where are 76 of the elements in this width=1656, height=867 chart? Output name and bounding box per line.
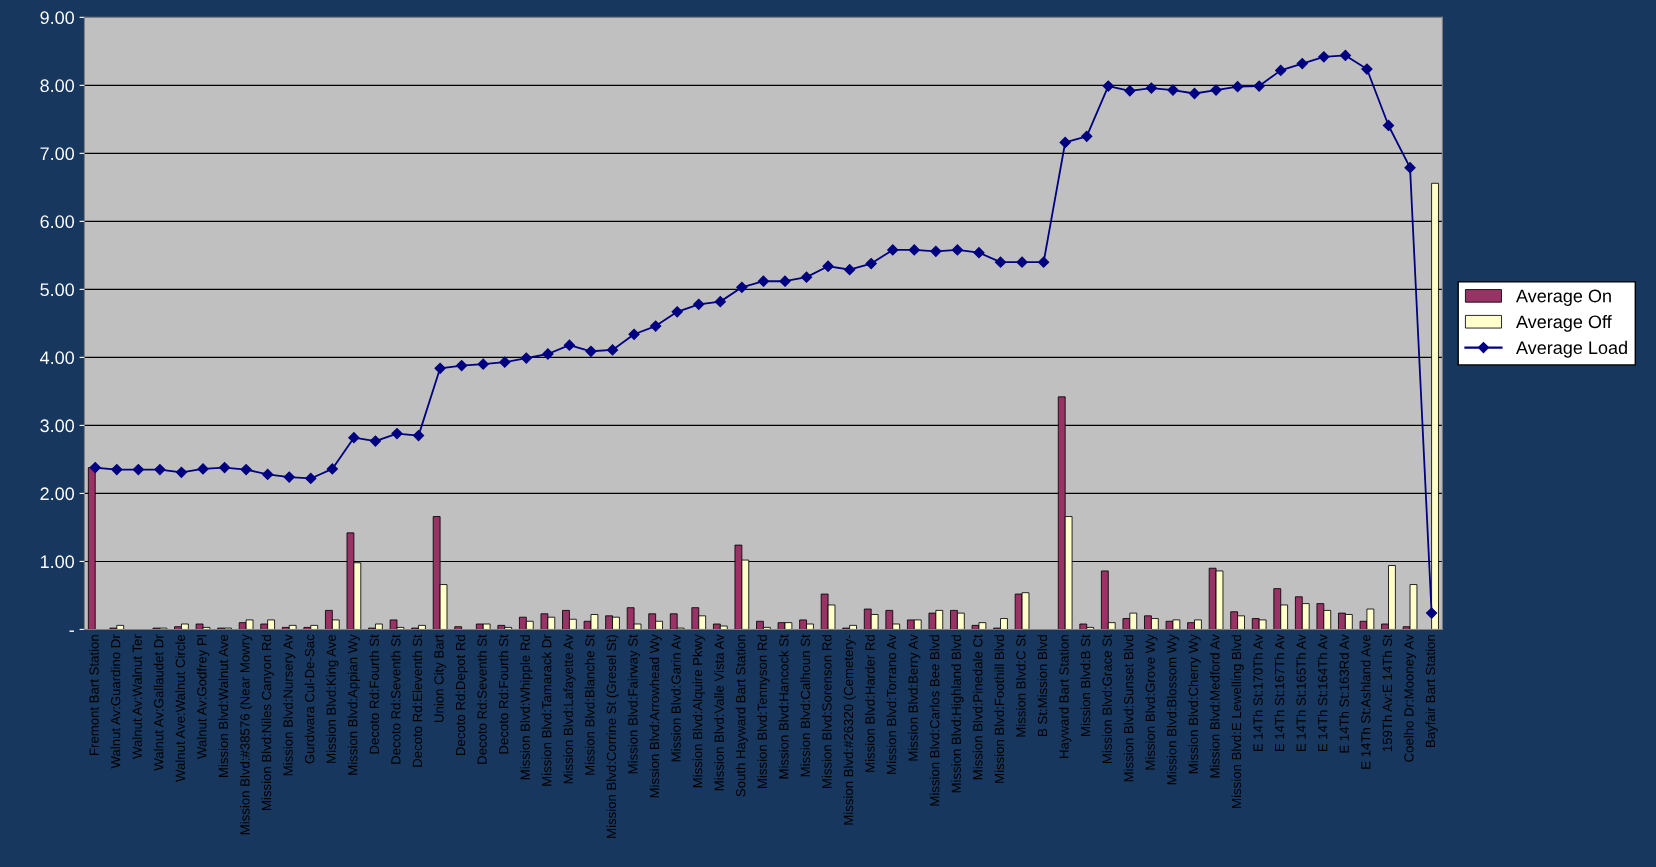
x-tick-label: Mission Blvd:Fairway St [627,634,641,774]
x-tick-label: Mission Blvd:King Ave [326,634,339,763]
y-tick-label: 2.00 [40,487,75,501]
x-tick-label: Decoto Rd:Fourth St [498,634,509,754]
y-tick-label: 8.00 [40,79,75,93]
x-tick-label: Mission Blvd:Harder Rd [865,635,875,772]
x-tick-label: Mission Blvd:Valle Vista Av [714,634,724,791]
x-tick-label: Decoto Rd:Fourth St [369,634,379,754]
x-tick-label: Union City Bart [433,634,447,723]
x-tick-label: Mission Blvd:Walnut Ave [218,634,229,777]
y-tick-label: 3.00 [40,419,75,433]
x-tick-label: Coelho Dr:Mooney Av [1403,634,1417,762]
x-tick-label: Mission Blvd:Arrowhead Wy [649,634,662,798]
x-tick-label: Walnut Av:Walnut Ter [132,634,142,759]
x-tick-label: E 14Th St:164Th Av [1317,634,1328,752]
x-tick-label: Bayfair Bart Station [1425,635,1438,747]
legend-label: Average On [1516,289,1611,306]
x-tick-label: E 14Th St:170Th Av [1253,634,1263,752]
x-tick-label: Mission Blvd:Highland Blvd [951,635,964,793]
x-tick-label: Mission Blvd:Sorenson Rd [821,635,832,788]
x-tick-label: Mission Blvd:Tennyson Rd [757,635,770,788]
x-tick-label: Mission Blvd:Torrano Av [886,634,897,774]
x-tick-label: Mission Blvd:Grace St [1102,634,1112,763]
x-tick-label: Mission Blvd:Corrine St (Gresel St) [606,635,619,838]
x-tick-label: Mission Blvd:Carlos Bee Blvd [929,635,940,806]
x-tick-label: Mission Blvd:Calhoun St [800,634,811,777]
x-tick-label: Decoto Rd:Depot Rd [455,635,468,755]
x-tick-label: Walnut Ave:Walnut Circle [175,634,185,782]
x-tick-label: Mission Blvd:Lafayette Av [563,634,576,784]
x-tick-label: Mission Blvd:Grove Wy [1145,634,1158,770]
x-tick-label: Mission Blvd:Blanche St [584,634,595,775]
x-tick-label: Mission Blvd:Berry Av [908,634,921,761]
y-tick-label: 5.00 [40,283,75,297]
y-tick-label: 6.00 [40,215,75,229]
y-tick-label: 9.00 [40,11,75,25]
x-tick-label: Mission Blvd:Alquire Pkwy [692,634,705,788]
x-tick-label: B St:Mission Blvd [1037,635,1048,736]
x-tick-label: Mission Blvd:Whipple Rd [520,635,533,780]
legend-label: Average Off [1516,315,1612,332]
x-tick-label: E 14Th St:163Rd Av [1339,634,1349,753]
x-tick-label: Walnut Av:Godfrey Pl [196,635,210,759]
x-tick-label: South Hayward Bart Station [735,635,749,797]
x-tick-label: Mission Blvd:Tamarack Dr [541,634,552,786]
x-tick-label: Mission Blvd:#38576 (Near Mowry [239,634,253,835]
x-tick-label: Gurdwara Cul-De-Sac [304,634,315,764]
y-tick-label: 1.00 [40,555,75,569]
x-tick-label: Fremont Bart Station [89,635,99,755]
x-tick-label: Walnut Av:Gallaudet Dr [153,634,164,771]
x-tick-label: Decoto Rd:Seventh St [477,634,487,764]
x-tick-label: Mission Blvd:Foothill Blvd [994,635,1005,783]
x-tick-label: Mission Blvd:Medford Av [1209,634,1220,778]
y-tick-label: 7.00 [40,147,75,161]
y-tick-label: 4.00 [40,351,75,365]
x-tick-label: Mission Blvd:Cherry Wy [1188,634,1201,774]
x-tick-label: Mission Blvd:Garin Av [671,634,681,762]
x-tick-label: Mission Blvd:Pinedale Ct [972,634,983,780]
x-tick-label: 159Th Av:E 14Th St [1382,634,1393,752]
x-tick-label: E 14Th St:167Th Av [1274,634,1285,752]
x-tick-label: Mission Blvd:Nursery Av [283,634,296,776]
x-tick-label: Decoto Rd:Eleventh St [412,634,423,767]
x-tick-label: Mission Blvd:#26320 (Cemetery- [843,634,856,825]
x-tick-label: Mission Blvd:B St [1080,634,1091,736]
x-tick-label: Hayward Bart Station [1059,635,1072,758]
legend-label: Average Load [1516,340,1627,358]
x-tick-label: Decoto Rd:Seventh St [390,634,401,764]
x-tick-label: Mission Blvd:Sunset Blvd [1123,635,1134,782]
x-tick-label: Mission Blvd:C St [1015,634,1026,737]
x-tick-label: E 14Th St:165Th Av [1296,634,1306,752]
x-tick-label: Mission Blvd:E Lewelling Blvd [1231,635,1244,808]
x-tick-label: Mission Blvd:Hancock St [778,634,789,779]
x-tick-label: E 14Th St:Ashland Ave [1360,634,1371,769]
x-tick-label: Mission Blvd:Blossom Wy [1166,634,1180,785]
x-tick-label: Walnut Av:Guardino Dr [110,634,121,769]
x-tick-label: Mission Blvd:Appian Wy [347,634,361,775]
y-tick-label: - [69,630,74,632]
x-tick-label: Mission Blvd:Niles Canyon Rd [261,635,274,810]
